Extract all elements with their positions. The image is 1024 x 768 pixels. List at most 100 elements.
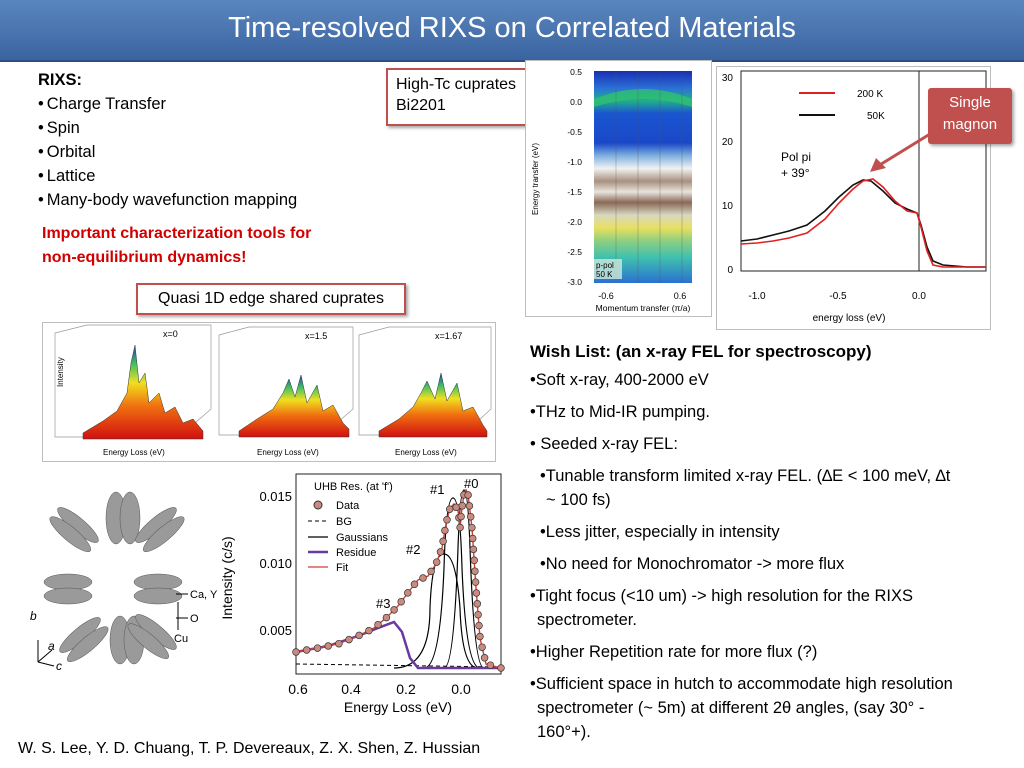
callout-line: Single xyxy=(949,94,991,111)
magnon-ytick: 10 xyxy=(722,201,734,212)
rixs-list: Charge Transfer Spin Orbital Lattice Man… xyxy=(38,92,297,212)
waterfall-panel-3: x=1.67 Energy Loss (eV) xyxy=(358,326,492,457)
rixs-heading: RIXS: xyxy=(38,71,83,89)
fit-data-point xyxy=(292,648,300,656)
wishlist-item: •THz to Mid-IR pumping. xyxy=(530,403,710,421)
fit-data-point xyxy=(419,574,427,582)
fit-data-point xyxy=(468,534,477,543)
fit-data-point xyxy=(468,523,476,532)
fit-data-point xyxy=(472,589,481,597)
waterfall-label: x=0 xyxy=(163,329,178,339)
magnon-xtick: 0.0 xyxy=(912,291,926,302)
map-grid xyxy=(615,71,683,283)
fit-legend-item: Fit xyxy=(336,562,348,574)
wishlist-item: •Sufficient space in hutch to accommodat… xyxy=(530,675,953,693)
wishlist-item: ~ 100 fs) xyxy=(546,491,611,509)
fit-ylabel: Intensity (c/s) xyxy=(219,536,235,619)
wishlist-item: spectrometer. xyxy=(537,611,637,629)
callout-line: High-Tc cuprates xyxy=(396,76,517,93)
legend-label: 50K xyxy=(867,111,885,122)
fit-xtick: 0.2 xyxy=(396,681,416,697)
rixs-item: Spin xyxy=(38,116,297,140)
peak-label: #0 xyxy=(464,476,478,491)
fit-data-point xyxy=(365,626,373,635)
fit-data-point xyxy=(374,620,382,629)
fit-data-point xyxy=(480,654,489,662)
momentum-map-plot: p-pol 50 K 0.5 0.0 -0.5 -1.0 -1.5 -2.0 -… xyxy=(525,60,712,317)
gaussian-peak-1 xyxy=(423,497,481,669)
map-xlabel: Momentum transfer (π/a) xyxy=(596,303,691,313)
important-line: non-equilibrium dynamics! xyxy=(42,249,247,266)
fit-data-point xyxy=(397,597,405,606)
important-note: Important characterization tools for non… xyxy=(42,222,311,270)
fit-data-point xyxy=(427,567,435,576)
map-ytick: 0.0 xyxy=(570,97,582,107)
fit-data-point xyxy=(469,545,478,554)
title-bar xyxy=(0,0,1024,62)
map-inset-label: p-pol xyxy=(596,261,614,270)
callout-line: Bi2201 xyxy=(396,97,446,114)
authors: W. S. Lee, Y. D. Chuang, T. P. Devereaux… xyxy=(18,740,481,757)
fit-data-point xyxy=(324,642,332,650)
map-xtick: 0.6 xyxy=(674,291,687,301)
fit-legend-item: BG xyxy=(336,516,352,528)
slide-title: Time-resolved RIXS on Correlated Materia… xyxy=(228,12,796,44)
map-ytick: -2.5 xyxy=(567,247,582,257)
waterfall-xlabel: Energy Loss (eV) xyxy=(103,448,165,457)
rixs-item: Charge Transfer xyxy=(38,92,297,116)
wishlist-item: •Tunable transform limited x-ray FEL. (∆… xyxy=(540,467,951,485)
fit-legend-title: UHB Res. (at 'f') xyxy=(314,481,393,493)
atom-chains xyxy=(43,491,185,665)
waterfall-label: x=1.5 xyxy=(305,331,327,341)
axis-label: b xyxy=(30,609,37,623)
map-ytick: -1.5 xyxy=(567,187,582,197)
fit-data-point xyxy=(466,512,475,521)
map-ytick: -3.0 xyxy=(567,277,582,287)
fit-data-point xyxy=(473,600,482,608)
fit-data-point xyxy=(404,589,412,597)
fit-ytick: 0.005 xyxy=(259,623,292,638)
fit-data-point xyxy=(390,606,398,614)
map-ytick: -1.0 xyxy=(567,157,582,167)
wishlist-heading: Wish List: (an x-ray FEL for spectroscop… xyxy=(530,342,872,361)
magnon-ytick: 0 xyxy=(727,265,733,276)
fit-legend-item: Gaussians xyxy=(336,532,388,544)
pol-annotation: + 39° xyxy=(781,166,810,180)
wishlist-item: 160°+). xyxy=(537,723,591,741)
wishlist-item: •Tight focus (<10 um) -> high resolution… xyxy=(530,587,914,605)
fit-data-point xyxy=(475,621,483,630)
axis-label: a xyxy=(48,639,55,653)
fit-data-point xyxy=(345,635,353,644)
fit-data-point xyxy=(458,502,467,510)
magnon-plot: 30 20 10 0 -1.0 -0.5 0.0 energy loss (eV… xyxy=(716,66,991,330)
axis-label: c xyxy=(56,659,62,670)
fit-data-point xyxy=(410,580,419,589)
rixs-item: Orbital xyxy=(38,140,297,164)
map-yticks: 0.5 0.0 -0.5 -1.0 -1.5 -2.0 -2.5 -3.0 xyxy=(567,67,582,287)
fit-xtick: 0.4 xyxy=(341,681,361,697)
fit-data-point xyxy=(465,502,474,510)
map-ytick: -0.5 xyxy=(567,127,582,137)
crystal-structure: Ca, Y O Cu b a c xyxy=(28,490,220,673)
fit-xticks: 0.6 0.4 0.2 0.0 xyxy=(288,681,471,697)
cuprates-callout: High-Tc cuprates Bi2201 xyxy=(386,68,536,126)
callout-line: magnon xyxy=(942,116,998,133)
fit-xtick: 0.0 xyxy=(451,681,471,697)
important-line: Important characterization tools for xyxy=(42,225,312,242)
peak-label: #3 xyxy=(376,596,390,611)
peak-label: #2 xyxy=(406,542,420,557)
fit-data-point xyxy=(445,505,454,513)
magnon-xtick: -0.5 xyxy=(829,291,847,302)
fit-legend-item: Residue xyxy=(336,547,376,559)
quasi1d-callout: Quasi 1D edge shared cuprates xyxy=(136,283,406,315)
waterfall-panel-1: x=0 Intensity Energy Loss (eV) xyxy=(54,324,212,457)
fit-data-point xyxy=(335,639,343,648)
map-inset-label: 50 K xyxy=(596,270,613,279)
fit-data-point xyxy=(355,631,363,640)
fit-data-point xyxy=(439,537,447,546)
atom-label: Ca, Y xyxy=(190,589,218,601)
wishlist-item: •Soft x-ray, 400-2000 eV xyxy=(530,371,709,389)
map-ylabel: Energy transfer (eV) xyxy=(531,143,540,215)
wishlist: •Soft x-ray, 400-2000 eV •THz to Mid-IR … xyxy=(530,368,1020,744)
atom-label: O xyxy=(190,613,199,625)
